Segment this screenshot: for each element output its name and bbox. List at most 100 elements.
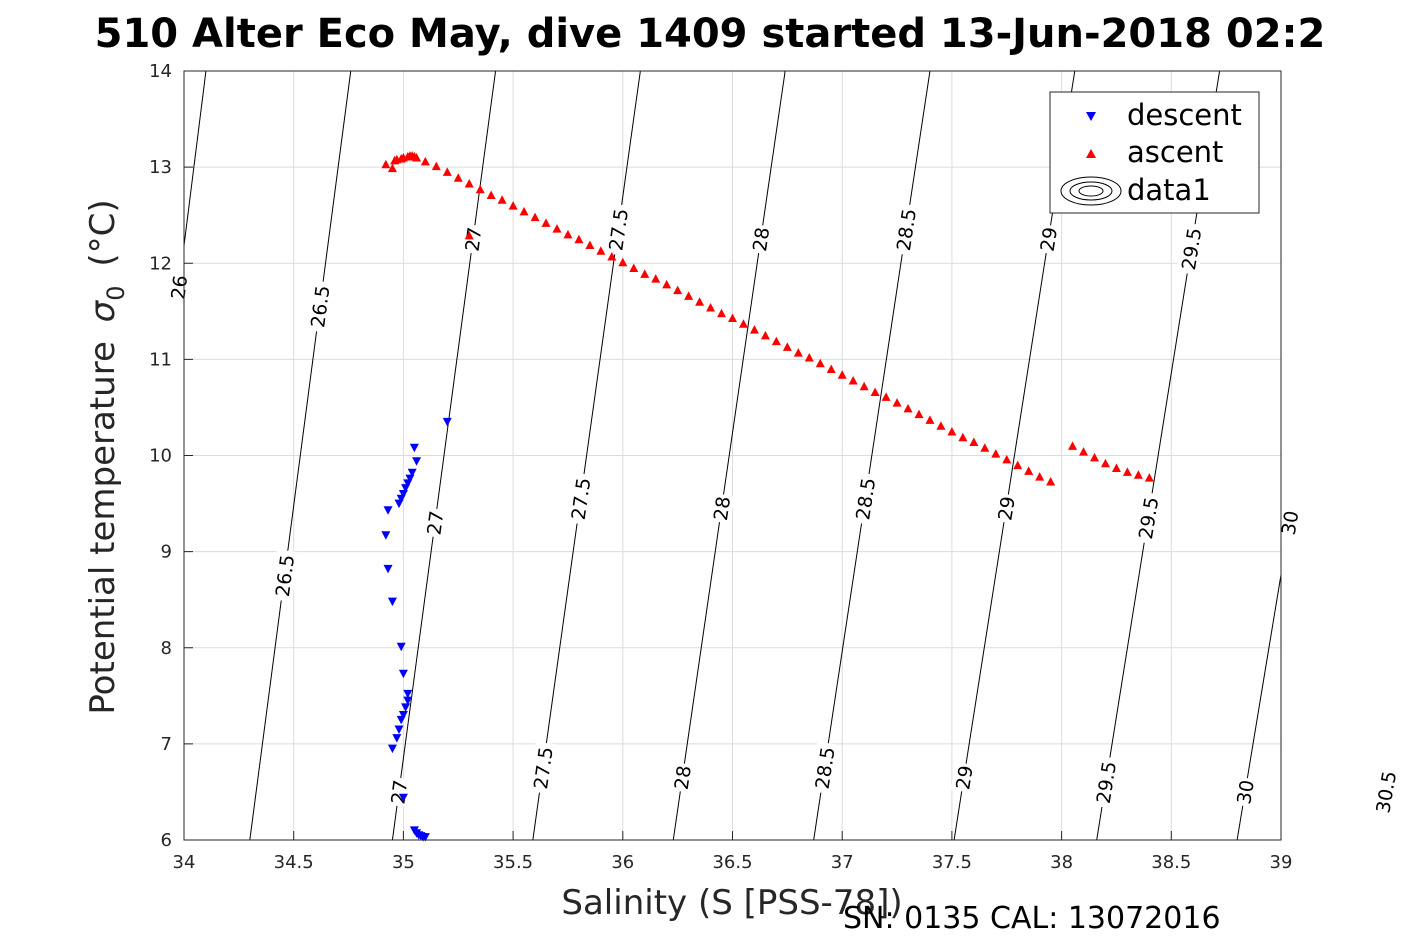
ascent-point	[738, 319, 748, 328]
contour-label: 28	[710, 495, 735, 522]
ascent-point	[870, 387, 880, 397]
x-tick-label: 34.5	[274, 852, 314, 873]
descent-point	[392, 734, 402, 743]
descent-point	[381, 531, 391, 540]
ascent-point	[1079, 447, 1089, 456]
ascent-point	[793, 348, 803, 357]
contour-label: 26	[167, 274, 192, 301]
descent-point	[396, 715, 406, 725]
contour-label-group: 29.5	[1176, 222, 1206, 276]
y-tick-label: 6	[161, 830, 172, 851]
isopycnal-27.5	[532, 71, 641, 840]
ascent-point	[497, 195, 507, 204]
contour-labels: 26 26.5 27 27.5 28 28.5 29 29.5 26.5 27 27.5 28 28.5…	[166, 203, 1401, 819]
descent-point	[403, 689, 413, 699]
contour-label-background	[566, 472, 595, 526]
ascent-point	[519, 206, 529, 216]
ascent-point	[486, 190, 496, 200]
contour-label-background	[166, 272, 192, 303]
ascent-point	[475, 184, 485, 194]
contour-label-background	[669, 762, 696, 793]
x-tick-label: 36	[611, 852, 634, 873]
ascent-point	[804, 352, 814, 362]
descent-point	[405, 474, 415, 484]
contour-label: 30	[1278, 509, 1304, 536]
contour-label-group: 26	[166, 272, 192, 303]
ascent-point	[892, 398, 902, 407]
x-tick-label: 35	[392, 852, 415, 873]
contour-label-group: 29	[1035, 223, 1062, 255]
x-ticks: 34 34.5 35 35.5 36 36.5 37 37.5 38 38.5 39	[173, 831, 1292, 873]
x-tick-label: 34	[173, 852, 196, 873]
contour-label: 26.5	[272, 553, 299, 598]
contour-label-background	[386, 776, 412, 808]
ascent-point	[574, 234, 584, 244]
descent-point	[403, 696, 413, 706]
ascent-point	[837, 370, 847, 379]
descent-point	[407, 468, 417, 478]
contour-label-background	[747, 223, 774, 255]
x-tick-label: 36.5	[712, 852, 752, 873]
ascent-point	[412, 153, 422, 162]
contour-label: 30	[1233, 778, 1259, 805]
ascent-point	[1035, 472, 1045, 481]
ascent-point	[859, 381, 869, 391]
ascent-point	[1144, 473, 1154, 482]
contour-label-group: 28	[708, 492, 735, 524]
ascent-point	[662, 279, 672, 289]
ascent-point	[651, 274, 661, 283]
descent-point	[398, 489, 408, 499]
ascent-point	[684, 291, 694, 300]
ascent-point	[991, 449, 1001, 458]
ascent-point	[936, 421, 946, 430]
isopycnal-30	[1236, 571, 1281, 840]
contour-label-group: 30	[1231, 776, 1259, 808]
contour-label-background	[603, 203, 633, 256]
ascent-point	[381, 159, 391, 169]
x-tick-label: 38.5	[1151, 852, 1191, 873]
descent-point	[401, 703, 411, 712]
ascent-point	[453, 173, 463, 182]
descent-point	[409, 443, 419, 453]
y-ticks: 6 7 8 9 10 11 12 13 14	[149, 61, 193, 851]
x-tick-label: 37.5	[932, 852, 972, 873]
isopycnal-26	[184, 71, 207, 250]
isopycnal-28	[672, 71, 786, 840]
x-tick-label: 38	[1050, 852, 1073, 873]
ascent-point	[464, 178, 474, 188]
contour-label-group: 28.5	[891, 203, 921, 256]
ascent-point	[673, 285, 683, 295]
contour-label-background	[708, 492, 735, 524]
ascent-point	[1068, 441, 1078, 450]
ascent-point	[585, 240, 595, 249]
ascent-point	[848, 376, 858, 385]
ascent-point	[695, 297, 705, 306]
ascent-point	[1100, 458, 1110, 468]
descent-point	[387, 597, 397, 607]
ascent-point	[815, 358, 825, 368]
ascent-point	[596, 246, 606, 255]
ascent-point	[1090, 452, 1100, 462]
y-axis-label-subscript: 0	[102, 285, 130, 300]
contour-label-background	[850, 472, 880, 526]
descent-point	[412, 457, 422, 466]
footer-serial-calibration: SN: 0135 CAL: 13072016	[843, 901, 1221, 936]
ascent-point	[969, 437, 979, 447]
isopycnal-28.5	[813, 71, 931, 840]
contour-label: 29	[952, 764, 977, 791]
ascent-point	[826, 364, 836, 373]
contour-label-background	[1176, 222, 1206, 276]
contour-label-group: 27	[386, 776, 412, 808]
contour-label: 28	[749, 226, 774, 253]
contour-label-background	[809, 741, 840, 795]
legend-ascent-marker	[1086, 149, 1096, 158]
ascent-point	[903, 403, 913, 413]
contour-label-group: 29.5	[1091, 755, 1121, 809]
y-tick-label: 13	[149, 157, 172, 178]
contour-label-group: 28	[669, 762, 696, 793]
ascent-point	[629, 263, 639, 273]
contour-label-background	[270, 549, 299, 602]
ascent-point	[431, 161, 441, 171]
contour-label: 29	[1037, 226, 1062, 253]
ascent-point	[1111, 463, 1121, 472]
